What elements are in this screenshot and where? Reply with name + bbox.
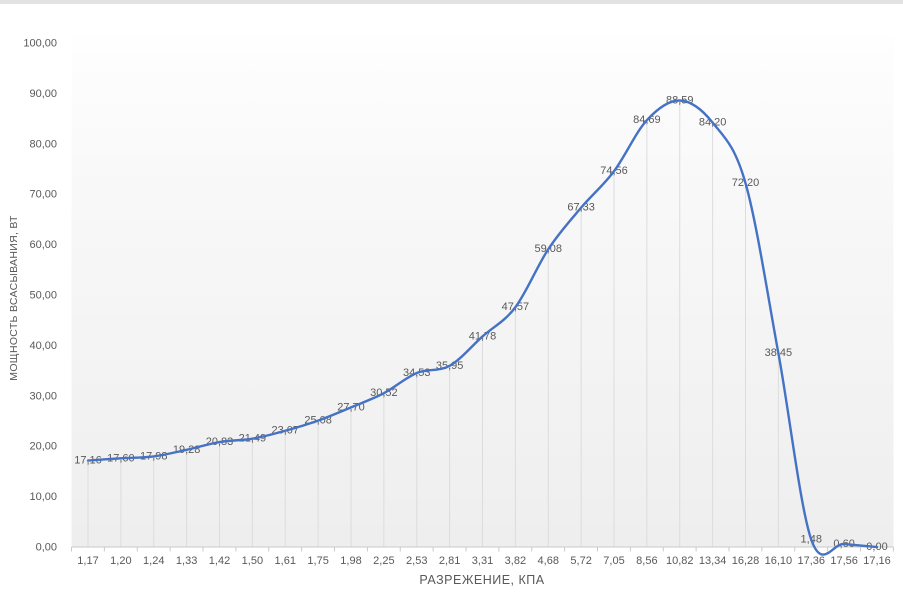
y-tick-label: 70,00 bbox=[29, 189, 57, 201]
x-tick-label: 13,34 bbox=[699, 555, 727, 567]
x-tick-label: 1,33 bbox=[176, 555, 197, 567]
y-tick-label: 100,00 bbox=[23, 38, 57, 50]
x-tick-label: 16,28 bbox=[732, 555, 760, 567]
y-tick-label: 10,00 bbox=[29, 491, 57, 503]
window-top-border bbox=[0, 0, 903, 4]
x-tick-label: 16,10 bbox=[765, 555, 793, 567]
x-tick-label: 3,31 bbox=[472, 555, 493, 567]
x-tick-label: 3,82 bbox=[505, 555, 526, 567]
x-tick-label: 1,42 bbox=[209, 555, 230, 567]
y-tick-label: 40,00 bbox=[29, 340, 57, 352]
y-tick-label: 80,00 bbox=[29, 138, 57, 150]
x-tick-label: 7,05 bbox=[603, 555, 624, 567]
y-tick-label: 60,00 bbox=[29, 239, 57, 251]
x-tick-label: 17,36 bbox=[797, 555, 825, 567]
y-tick-label: 20,00 bbox=[29, 441, 57, 453]
x-tick-label: 1,61 bbox=[275, 555, 296, 567]
x-tick-label: 2,53 bbox=[406, 555, 427, 567]
x-tick-label: 1,20 bbox=[110, 555, 131, 567]
y-tick-label: 30,00 bbox=[29, 390, 57, 402]
x-tick-label: 1,24 bbox=[143, 555, 164, 567]
x-tick-label: 17,56 bbox=[830, 555, 858, 567]
x-tick-label: 2,25 bbox=[373, 555, 394, 567]
x-axis-title: РАЗРЕЖЕНИЕ, КПА bbox=[419, 573, 544, 587]
y-tick-label: 50,00 bbox=[29, 290, 57, 302]
x-tick-label: 1,50 bbox=[242, 555, 263, 567]
x-tick-label: 1,17 bbox=[77, 555, 98, 567]
y-tick-label: 90,00 bbox=[29, 88, 57, 100]
x-tick-label: 1,75 bbox=[307, 555, 328, 567]
x-tick-label: 5,72 bbox=[570, 555, 591, 567]
y-axis-title: МОЩНОСТЬ ВСАСЫВАНИЯ, ВТ bbox=[8, 215, 20, 381]
chart-line bbox=[86, 99, 879, 556]
x-tick-label: 8,56 bbox=[636, 555, 657, 567]
x-tick-label: 10,82 bbox=[666, 555, 694, 567]
x-tick-label: 2,81 bbox=[439, 555, 460, 567]
x-tick-label: 17,16 bbox=[863, 555, 891, 567]
y-tick-label: 0,00 bbox=[36, 542, 57, 554]
x-tick-label: 1,98 bbox=[340, 555, 361, 567]
x-tick-label: 4,68 bbox=[538, 555, 559, 567]
